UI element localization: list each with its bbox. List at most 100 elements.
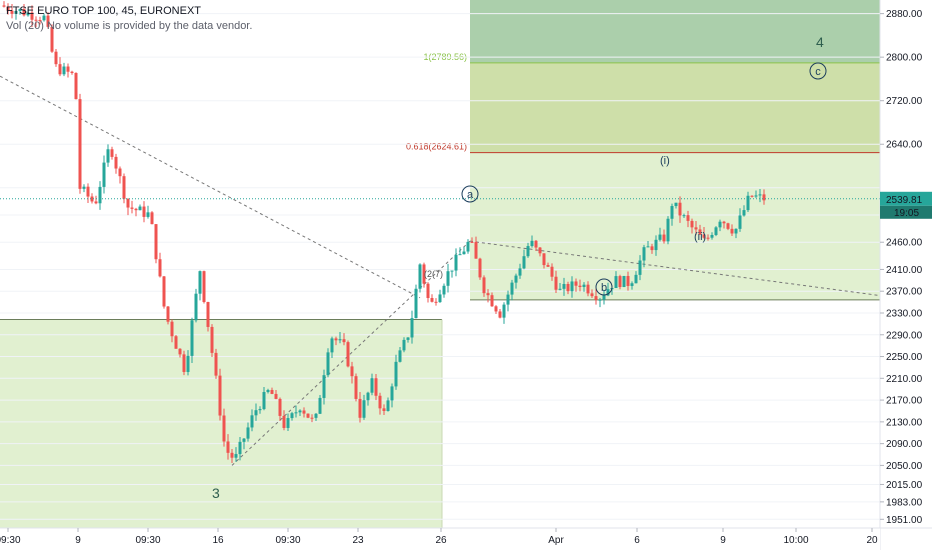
candle-body: [162, 276, 166, 307]
candle-body: [106, 149, 110, 163]
candle-body: [474, 241, 478, 259]
candle-body: [130, 207, 134, 209]
candle-body: [694, 227, 698, 230]
candle-body: [350, 366, 354, 377]
candle-body: [58, 64, 62, 75]
candle-body: [222, 415, 226, 442]
candle-body: [726, 223, 730, 229]
candle-body: [482, 277, 486, 294]
y-tick-label: 2330.00: [886, 308, 923, 319]
candle-body: [394, 361, 398, 387]
candle-body: [518, 268, 522, 276]
candle-body: [458, 254, 462, 256]
candle-body: [574, 281, 578, 286]
candle-body: [50, 26, 54, 52]
x-tick-label: 09:30: [0, 535, 21, 546]
candle-body: [542, 253, 546, 266]
candle-body: [758, 194, 762, 196]
candle-body: [366, 392, 370, 401]
candle-body: [494, 306, 498, 312]
candle-body: [590, 293, 594, 297]
y-tick-label: 2050.00: [886, 461, 923, 472]
upper-zone-light: [470, 152, 880, 300]
candle-body: [214, 352, 218, 376]
y-tick-label: 2130.00: [886, 417, 923, 428]
fib-small-label: (2(7): [424, 269, 443, 279]
candle-body: [2, 5, 6, 7]
candle-body: [606, 289, 610, 296]
wave-label-4: 4: [816, 34, 824, 50]
candle-body: [634, 274, 638, 284]
candle-body: [658, 234, 662, 240]
candle-body: [398, 350, 402, 362]
candle-body: [182, 354, 186, 372]
candle-body: [354, 376, 358, 399]
fib-label-618: 0.618(2624.61): [406, 142, 467, 152]
candle-body: [722, 221, 726, 224]
candle-body: [386, 400, 390, 411]
candle-body: [550, 266, 554, 277]
candle-body: [294, 412, 298, 414]
y-tick-label: 2640.00: [886, 140, 923, 151]
candle-body: [278, 398, 282, 416]
candle-body: [502, 304, 506, 318]
candle-body: [178, 348, 182, 355]
trendline-rising: [231, 240, 471, 466]
y-tick-label: 1983.00: [886, 497, 923, 508]
candle-body: [122, 176, 126, 199]
y-tick-label: 2800.00: [886, 53, 923, 64]
candle-body: [338, 339, 342, 341]
candle-body: [234, 454, 238, 458]
candle-body: [146, 212, 150, 217]
candle-body: [742, 210, 746, 216]
candle-body: [478, 258, 482, 278]
candle-body: [746, 195, 750, 211]
candle-body: [362, 400, 366, 418]
y-tick-label: 2410.00: [886, 265, 923, 276]
candle-body: [150, 212, 154, 225]
y-tick-label: 2090.00: [886, 439, 923, 450]
time-axis-bg: [0, 528, 880, 550]
y-tick-label: 2880.00: [886, 9, 923, 20]
lower-zone: [0, 319, 442, 528]
candle-body: [750, 195, 754, 197]
candle-body: [302, 410, 306, 414]
candle-body: [434, 301, 438, 303]
candle-body: [270, 389, 274, 394]
upper-zone-dark: [470, 0, 880, 63]
countdown-tag: [880, 205, 932, 219]
candle-body: [90, 196, 94, 202]
candle-body: [274, 393, 278, 399]
candle-body: [206, 302, 210, 327]
candle-body: [406, 337, 410, 340]
candle-body: [18, 9, 22, 11]
candle-body: [290, 413, 294, 419]
candle-body: [186, 355, 190, 372]
candle-body: [594, 296, 598, 300]
candle-body: [6, 6, 10, 11]
upper-zone-mid: [470, 62, 880, 153]
x-tick-label: 9: [720, 535, 726, 546]
candle-body: [638, 260, 642, 275]
candle-body: [442, 285, 446, 295]
candle-body: [258, 409, 262, 411]
candle-body: [578, 285, 582, 288]
x-tick-label: 16: [212, 535, 224, 546]
y-tick-label: 2015.00: [886, 480, 923, 491]
candle-body: [230, 452, 234, 458]
candle-body: [134, 208, 138, 211]
candle-body: [642, 247, 646, 261]
candle-body: [654, 239, 658, 251]
y-tick-label: 1951.00: [886, 515, 923, 526]
candle-body: [414, 288, 418, 319]
wave-label-c: c: [815, 66, 821, 78]
candle-body: [142, 206, 146, 217]
candle-body: [630, 283, 634, 286]
candle-body: [262, 392, 266, 410]
candle-body: [566, 284, 570, 292]
candle-body: [30, 12, 34, 20]
candle-body: [390, 386, 394, 401]
candle-body: [538, 247, 542, 254]
